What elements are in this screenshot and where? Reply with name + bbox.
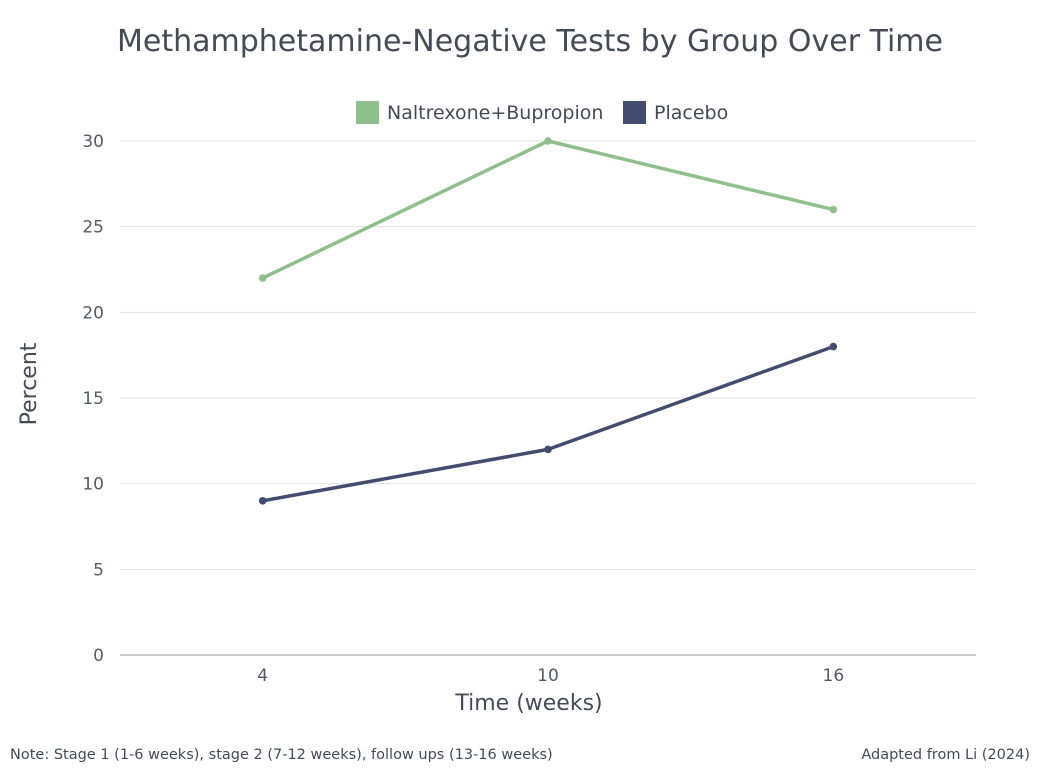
y-axis-title: Percent bbox=[17, 342, 42, 425]
y-tick-label: 30 bbox=[82, 132, 104, 152]
legend-swatch-placebo bbox=[623, 101, 646, 124]
data-point-naltrexone-bupropion bbox=[829, 205, 838, 214]
y-tick-label: 25 bbox=[82, 218, 104, 238]
source-credit: Adapted from Li (2024) bbox=[861, 747, 1030, 763]
series-line-placebo bbox=[260, 344, 836, 503]
gridlines bbox=[120, 140, 976, 570]
series-lines bbox=[258, 137, 838, 505]
x-tick-label: 10 bbox=[537, 666, 559, 686]
y-tick-label: 10 bbox=[82, 475, 104, 495]
y-tick-label: 20 bbox=[82, 303, 104, 323]
data-point-placebo bbox=[258, 497, 267, 505]
legend-swatch-naltrexone-bupropion bbox=[356, 101, 379, 124]
x-tick-label: 4 bbox=[257, 666, 268, 686]
y-tick-label: 15 bbox=[82, 389, 104, 409]
y-axis-ticks: 0 5 10 15 20 25 30 bbox=[82, 132, 104, 666]
data-point-placebo bbox=[544, 445, 552, 454]
legend-label-naltrexone-bupropion: Naltrexone+Bupropion bbox=[387, 102, 603, 124]
data-point-naltrexone-bupropion bbox=[258, 274, 267, 282]
data-point-placebo bbox=[829, 342, 838, 351]
series-line-naltrexone-bupropion bbox=[260, 139, 836, 280]
legend: Naltrexone+Bupropion Placebo bbox=[356, 101, 728, 124]
x-tick-label: 16 bbox=[823, 666, 845, 686]
data-point-naltrexone-bupropion bbox=[544, 137, 552, 145]
x-axis-ticks: 4 10 16 bbox=[257, 666, 844, 686]
legend-label-placebo: Placebo bbox=[654, 102, 728, 124]
footnote-stages: Note: Stage 1 (1-6 weeks), stage 2 (7-12… bbox=[10, 747, 553, 763]
chart-title: Methamphetamine-Negative Tests by Group … bbox=[117, 24, 943, 59]
y-tick-label: 0 bbox=[93, 646, 104, 666]
y-tick-label: 5 bbox=[93, 560, 104, 580]
x-axis-title: Time (weeks) bbox=[454, 691, 602, 716]
